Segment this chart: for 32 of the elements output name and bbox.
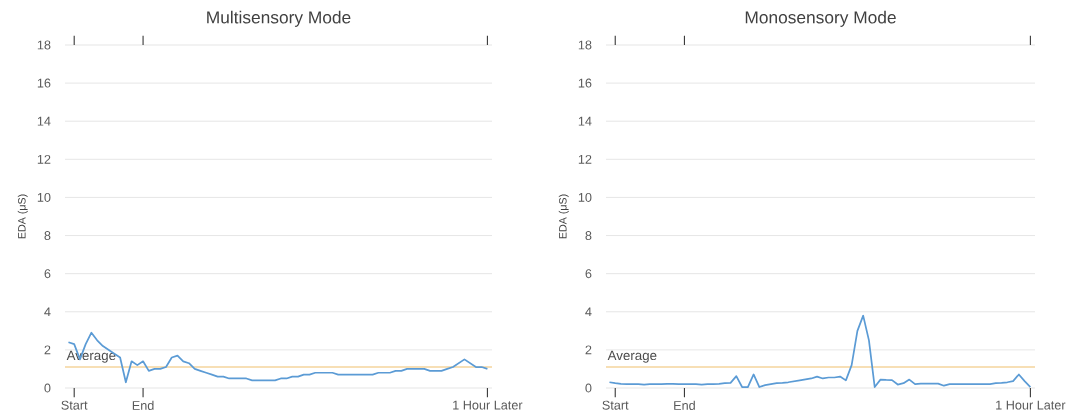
x-tick-label: Start: [602, 400, 629, 410]
y-tick-label: 0: [44, 383, 51, 393]
y-tick-label: 10: [37, 192, 51, 202]
chart-title: Multisensory Mode: [207, 10, 351, 27]
y-tick-label: 12: [37, 154, 51, 164]
y-tick-label: 4: [585, 307, 592, 317]
y-tick-label: 18: [37, 40, 51, 50]
y-tick-label: 8: [44, 231, 51, 241]
y-tick-label: 2: [44, 345, 51, 355]
y-tick-label: 18: [578, 40, 592, 50]
y-tick-label: 6: [44, 269, 51, 279]
y-tick-label: 0: [585, 383, 592, 393]
x-tick-label: 1 Hour Later: [453, 400, 523, 410]
y-tick-label: 12: [578, 154, 592, 164]
y-axis-title: EDA (μS): [17, 194, 28, 239]
y-tick-label: 14: [578, 116, 592, 126]
y-tick-label: 2: [585, 345, 592, 355]
ref-line-label: Average: [66, 350, 116, 363]
y-tick-label: 16: [578, 78, 592, 88]
y-tick-label: 6: [585, 269, 592, 279]
x-tick-label: End: [132, 400, 154, 410]
x-tick-label: 1 Hour Later: [996, 400, 1066, 410]
y-tick-label: 10: [578, 192, 592, 202]
x-tick-label: End: [674, 400, 695, 410]
y-tick-label: 8: [585, 231, 592, 241]
y-axis-title: EDA (μS): [558, 194, 569, 239]
y-tick-label: 4: [44, 307, 51, 317]
y-tick-label: 16: [37, 78, 51, 88]
x-tick-label: Start: [61, 400, 88, 410]
chart-title: Monosensory Mode: [745, 10, 896, 27]
ref-line-label: Average: [607, 350, 657, 363]
y-tick-label: 14: [37, 116, 51, 126]
